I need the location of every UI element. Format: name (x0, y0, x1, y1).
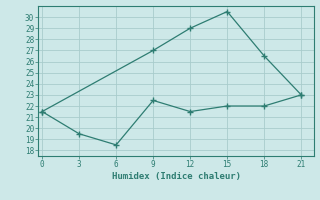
X-axis label: Humidex (Indice chaleur): Humidex (Indice chaleur) (111, 172, 241, 181)
